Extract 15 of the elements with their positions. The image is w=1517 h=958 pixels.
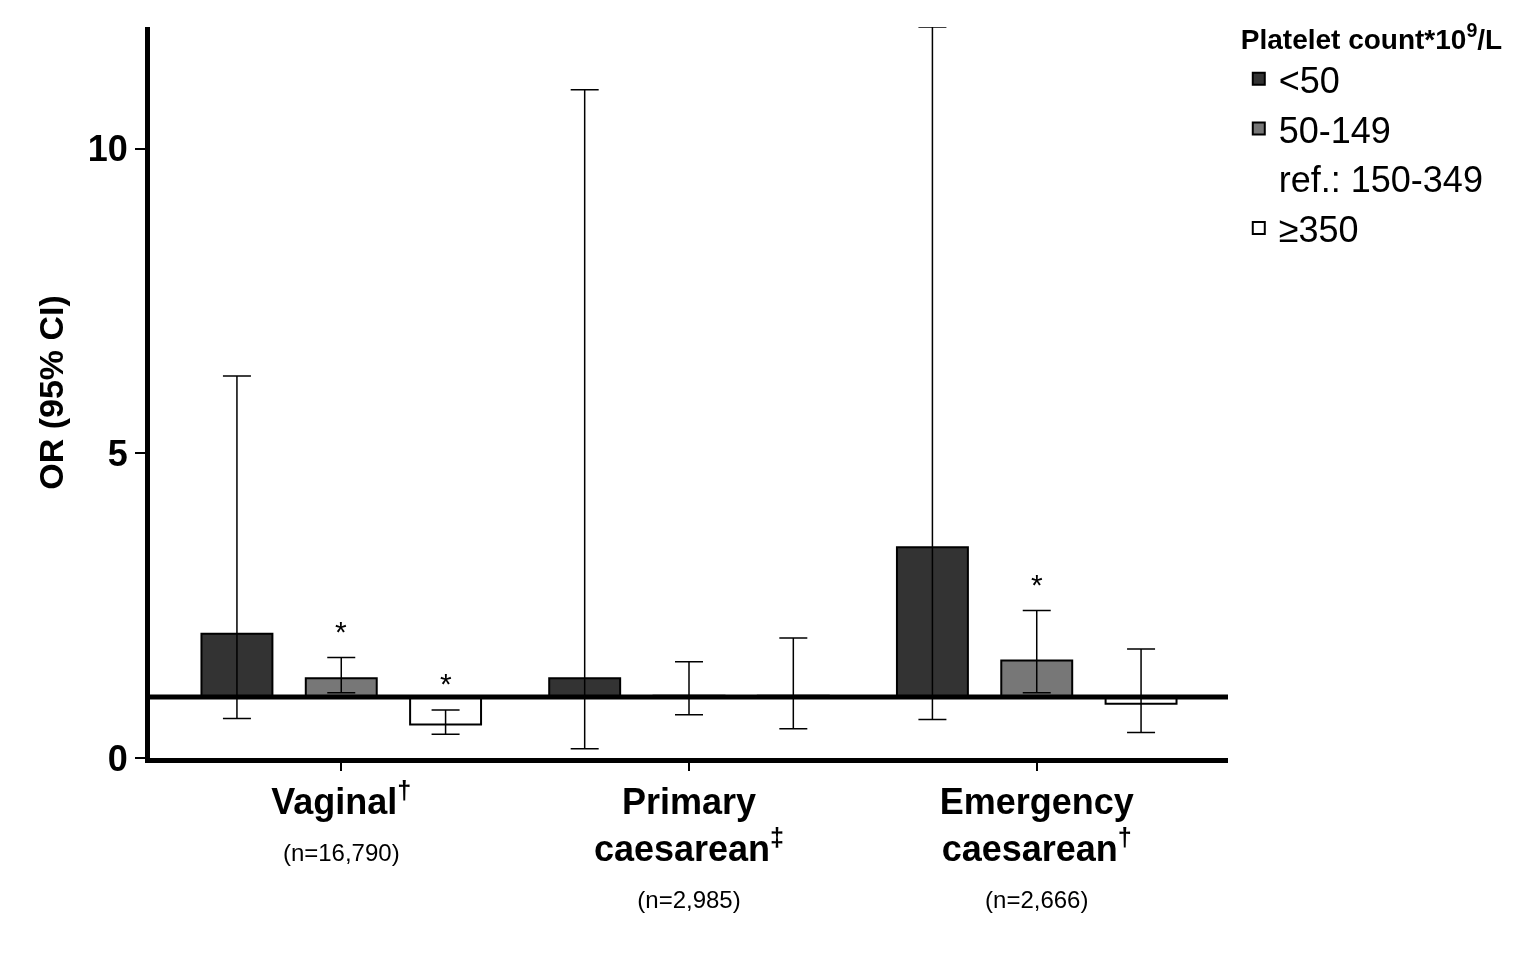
data-label: * (440, 667, 452, 700)
text: ref.: 150-349 (1278, 159, 1483, 201)
y-tick-label: 10 (87, 128, 128, 170)
category-label: Emergency caesarean$^{†}$ (n=2,666) (939, 781, 1134, 913)
legend-label: 50-149 (1278, 109, 1391, 151)
legend-label: <50 (1278, 59, 1340, 101)
data-label: * (1031, 568, 1043, 601)
y-tick-label: 0 (107, 737, 128, 779)
y-axis-title: OR (95% CI) (32, 295, 71, 490)
category-label: Primary caesarean$^{‡}$ (n=2,985) (593, 781, 785, 913)
category-label: Vaginal$^{†}$ (n=16,790) (271, 776, 412, 866)
data-label: * (335, 615, 347, 648)
legend-title: Platelet count*10$^{9}$/L (1240, 19, 1503, 55)
legend-label: ≥350 (1278, 209, 1359, 251)
y-tick-label: 5 (107, 433, 128, 475)
